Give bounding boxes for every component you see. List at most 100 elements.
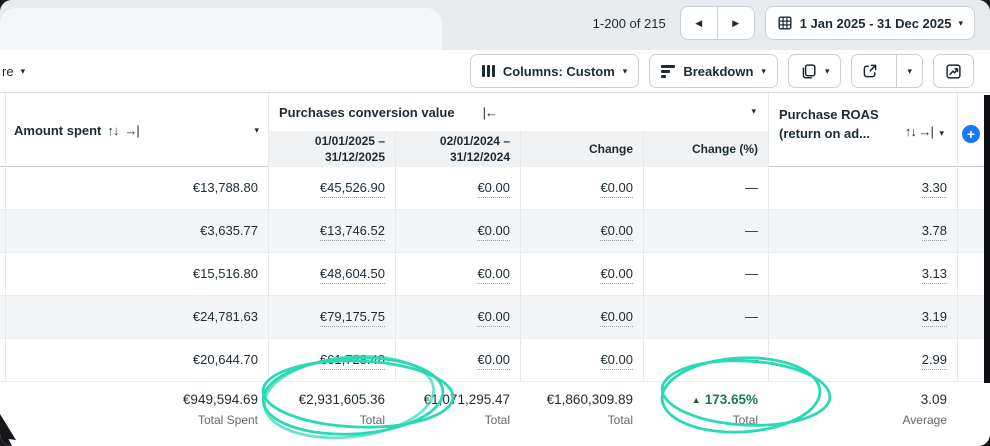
columns-button-label: Columns: Custom [502, 63, 615, 79]
total-amount-value: €949,594.69 [182, 392, 258, 407]
table-header: Amount spent ↑↓ →| ▾ Purchases conversio… [0, 93, 990, 167]
more-button-clipped[interactable]: re ▾ [2, 50, 25, 92]
next-page-button[interactable]: ▶ [716, 7, 754, 39]
vertical-scrollbar-thumb[interactable] [984, 95, 990, 383]
change-value: €0.00 [520, 253, 643, 295]
amount-spent-value: €24,781.63 [192, 309, 258, 324]
top-strip: 1-200 of 215 ◀ ▶ 1 Jan 2025 - 31 Dec 202… [0, 0, 990, 50]
export-button[interactable] [852, 55, 888, 87]
total-change-value: €1,860,309.89 [546, 392, 633, 407]
roas-header-line1: Purchase ROAS [779, 107, 879, 122]
view-charts-button[interactable] [933, 54, 974, 88]
chevron-down-icon[interactable]: ▾ [254, 125, 259, 135]
change-value: €0.00 [520, 210, 643, 252]
chevron-down-icon[interactable]: ▾ [939, 128, 943, 138]
total-change-pct-label: Total [732, 413, 758, 427]
total-change-pct: ▲ 173.65% Total [643, 382, 768, 446]
period-2024-column-header[interactable]: 02/01/2024 – 31/12/2024 [395, 131, 520, 167]
roas-value: 3.30 [768, 167, 957, 209]
change-value: €0.00 [520, 339, 643, 381]
chevron-down-icon[interactable]: ▾ [751, 106, 756, 116]
table-row: €13,788.80 €45,526.90 €0.00 €0.00 — 3.30 [0, 167, 990, 210]
change-label: Change [588, 141, 633, 156]
cv-2025-value: €13,746.52 [268, 210, 395, 252]
cv-2025-value: €48,604.50 [268, 253, 395, 295]
column-divider [768, 93, 769, 382]
cv-2024-value: €0.00 [395, 210, 520, 252]
cv-2024-value: €0.00 [395, 167, 520, 209]
prev-page-button[interactable]: ◀ [681, 7, 717, 39]
chevron-down-icon: ▾ [958, 17, 963, 28]
change-pct-value: — [745, 266, 758, 281]
export-icon [864, 64, 877, 78]
trend-up-icon: ▲ [691, 395, 701, 405]
column-divider [395, 131, 396, 382]
toolbar-right: Columns: Custom ▾ Breakdown ▾ ▾ [469, 54, 974, 88]
change-pct-value: — [745, 223, 758, 238]
total-amount-spent: €949,594.69 Total Spent [5, 382, 268, 446]
totals-row: €949,594.69 Total Spent €2,931,605.36 To… [0, 382, 990, 446]
change-pct-value: — [745, 180, 758, 195]
total-cv-2025-value: €2,931,605.36 [298, 392, 385, 407]
amount-spent-value: €13,788.80 [192, 180, 258, 195]
trend-chart-icon [946, 63, 961, 79]
change-pct-column-header[interactable]: Change (%) [643, 131, 768, 167]
toolbar: re ▾ Columns: Custom ▾ Breakdown ▾ ▾ [0, 50, 990, 93]
roas-value: 3.78 [768, 210, 957, 252]
export-split-button: ▾ [851, 54, 923, 88]
total-roas-label: Average [902, 413, 947, 427]
breakdown-button-label: Breakdown [683, 63, 754, 79]
column-divider [5, 93, 6, 382]
change-pct-value: — [745, 309, 758, 324]
total-roas-value: 3.09 [920, 392, 947, 407]
total-cv-2025-label: Total [359, 413, 385, 427]
comparison-subheader-row: 01/01/2025 – 31/12/2025 02/01/2024 – 31/… [268, 131, 768, 167]
next-arrow-icon: ▶ [732, 17, 740, 28]
cv-2024-value: €0.00 [395, 339, 520, 381]
date-range-button[interactable]: 1 Jan 2025 - 31 Dec 2025 ▾ [764, 6, 975, 40]
chevron-down-icon: ▾ [907, 65, 912, 76]
amount-spent-value: €20,644.70 [192, 352, 258, 367]
table-row: €20,644.70 €61,728.48 €0.00 — €0.00 — 2.… [0, 339, 990, 382]
roas-value: 2.99 [768, 339, 957, 381]
roas-header-icons: ↑↓ →| ▾ [905, 123, 944, 142]
export-options-button[interactable]: ▾ [896, 55, 922, 87]
change-column-header[interactable]: Change [520, 131, 643, 167]
cv-2024-value: €0.00 [395, 253, 520, 295]
total-cv-2024-value: €1,071,295.47 [423, 392, 510, 407]
change-value: €0.00 [520, 167, 643, 209]
breakdown-button[interactable]: Breakdown ▾ [649, 54, 778, 88]
total-change-label: Total [607, 413, 633, 427]
total-cv-2025: €2,931,605.36 Total [268, 382, 395, 446]
roas-value: 3.19 [768, 296, 957, 338]
total-amount-label: Total Spent [197, 413, 258, 427]
amount-spent-column-header[interactable]: Amount spent ↑↓ →| ▾ [5, 93, 268, 167]
metrics-table: Amount spent ↑↓ →| ▾ Purchases conversio… [0, 93, 990, 446]
purchase-roas-column-header[interactable]: Purchase ROAS (return on ad... ↑↓ →| ▾ [768, 93, 957, 167]
column-divider [643, 131, 644, 382]
change-pct-label: Change (%) [692, 141, 758, 156]
pin-left-icon: |← [482, 104, 498, 120]
column-divider [268, 93, 269, 382]
sort-icon: ↑↓ [107, 122, 119, 138]
cv-2025-value: €45,526.90 [268, 167, 395, 209]
add-column-button[interactable]: + [962, 125, 980, 143]
columns-button[interactable]: Columns: Custom ▾ [469, 54, 640, 88]
breakdown-icon [661, 64, 676, 78]
table-row: €3,635.77 €13,746.52 €0.00 €0.00 — 3.78 [0, 210, 990, 253]
chevron-down-icon: ▾ [20, 65, 26, 76]
chevron-down-icon: ▾ [824, 65, 830, 76]
table-body: €13,788.80 €45,526.90 €0.00 €0.00 — 3.30… [0, 167, 990, 382]
period-2024-line2: 31/12/2024 [449, 150, 510, 164]
purchases-conversion-value-group-header[interactable]: Purchases conversion value |← ▾ [268, 93, 768, 131]
pin-right-icon: →| [124, 122, 139, 138]
period-2025-column-header[interactable]: 01/01/2025 – 31/12/2025 [268, 131, 395, 167]
cv-2025-value: €79,175.75 [268, 296, 395, 338]
total-change-pct-value: 173.65% [704, 392, 758, 407]
change-value: €0.00 [520, 296, 643, 338]
pagination-count: 1-200 of 215 [592, 15, 666, 31]
amount-spent-value: €15,516.80 [192, 266, 258, 281]
roas-header-line2: (return on ad... [779, 125, 870, 141]
reports-button[interactable]: ▾ [787, 54, 842, 88]
total-change: €1,860,309.89 Total [520, 382, 643, 446]
